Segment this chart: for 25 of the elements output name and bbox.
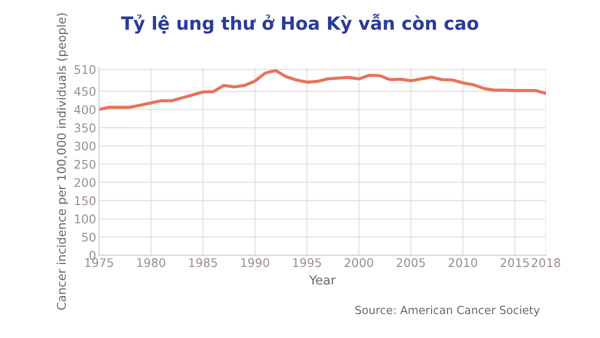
x-tick-label: 2005 <box>396 258 425 268</box>
x-tick-label: 2000 <box>344 258 374 268</box>
y-tick-label: 50 <box>82 232 96 242</box>
y-tick-label: 0 <box>89 250 96 260</box>
x-tick-label: 1995 <box>293 258 321 268</box>
y-tick-label: 150 <box>74 196 96 206</box>
x-tick-label: 2010 <box>448 258 478 268</box>
x-tick-label: 2018 <box>532 258 560 268</box>
source-note: Source: American Cancer Society <box>355 306 540 316</box>
y-axis-title: Cancer incidence per 100,000 individuals (people) <box>56 13 68 310</box>
y-tick-label: 250 <box>74 160 96 169</box>
x-axis-title: Year <box>309 275 336 285</box>
x-tick-label: 1975 <box>85 258 113 268</box>
y-tick-label: 450 <box>74 87 96 96</box>
y-tick-label: 400 <box>74 105 96 114</box>
y-tick-label: 200 <box>74 178 96 187</box>
y-tick-label: 510 <box>74 65 96 74</box>
chart-title: Tỷ lệ ung thư ở Hoa Kỳ vẫn còn cao <box>121 14 478 34</box>
x-tick-label: 1980 <box>137 258 166 268</box>
y-tick-label: 300 <box>74 142 96 151</box>
x-tick-label: 1985 <box>189 258 217 268</box>
x-tick-label: 1990 <box>241 258 270 268</box>
x-tick-label: 2015 <box>500 258 529 268</box>
y-tick-label: 350 <box>74 123 96 132</box>
y-tick-label: 100 <box>74 214 96 224</box>
